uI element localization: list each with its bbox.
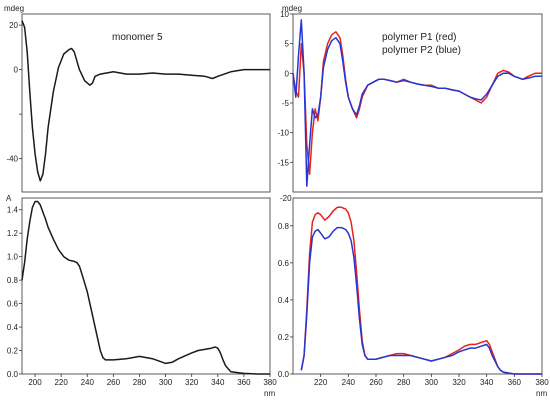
y-tick-label: -10 <box>277 129 289 138</box>
x-tick-label: 340 <box>480 378 494 387</box>
plot-frame <box>21 197 271 375</box>
xlabel-bottom-left: nm <box>264 389 275 398</box>
y-tick-label: 0.4 <box>278 296 290 305</box>
x-tick-label: 360 <box>508 378 522 387</box>
x-tick-label: 380 <box>263 378 277 387</box>
y-tick-label: 0 <box>285 69 290 78</box>
plot-top-left: 20 0 -40 <box>6 13 271 193</box>
y-tick-label: 1.2 <box>7 229 19 238</box>
y-tick-label: 1.0 <box>7 253 19 262</box>
y-tick-label: -40 <box>6 155 18 164</box>
y-tick-label: -5 <box>282 99 290 108</box>
series-line-polymer-p2 <box>292 19 542 187</box>
x-tick-label: 300 <box>159 378 173 387</box>
plot-frame <box>21 13 271 193</box>
y-tick-label: 0.6 <box>7 300 19 309</box>
x-tick-label: 340 <box>211 378 225 387</box>
y-tick-label: 0.0 <box>7 370 19 379</box>
x-tick-label: 300 <box>425 378 439 387</box>
x-tick-label: 360 <box>237 378 251 387</box>
x-tick-label: 380 <box>535 378 549 387</box>
y-tick-label: -15 <box>277 158 289 167</box>
panel-bottom-left: A nm 0.0 0.2 0.4 0.6 0.8 1.0 1.2 1.4 200 220 240 26… <box>6 194 277 398</box>
x-tick-label: 260 <box>107 378 121 387</box>
y-tick-label: 1.4 <box>7 206 19 215</box>
ylabel-top-right: mdeg <box>282 4 302 13</box>
series-line-polymer-p1 <box>300 206 542 375</box>
plot-top-right: 10 5 0 -5 -10 -15 <box>277 10 543 193</box>
x-tick-label: 280 <box>397 378 411 387</box>
series-line-spectrum <box>21 20 270 182</box>
plot-bottom-right: 0.0 0.2 0.4 0.6 0.8 220 240 260 280 300 320 340 360 3… <box>278 197 549 387</box>
annotation-polymer-p1: polymer P1 (red) <box>382 32 456 43</box>
plot-frame <box>292 197 543 375</box>
annotation-monomer: monomer 5 <box>112 32 163 43</box>
x-tick-label: 240 <box>342 378 356 387</box>
series-line-spectrum <box>21 200 270 375</box>
y-tick-label: 0 <box>14 66 19 75</box>
ylabel-top-left: mdeg <box>4 4 24 13</box>
series-line-polymer-p2 <box>300 226 542 375</box>
y-tick-label: 5 <box>285 40 290 49</box>
plot-bottom-left: 0.0 0.2 0.4 0.6 0.8 1.0 1.2 1.4 200 220 240 260 280 3… <box>7 197 277 387</box>
y-tick-label: 0.8 <box>278 222 290 231</box>
panel-top-left: mdeg monomer 5 20 0 -40 <box>4 4 271 193</box>
ylabel-bottom-left: A <box>6 194 12 203</box>
y-tick-label: 0.0 <box>278 370 290 379</box>
y-tick-label: 0.8 <box>7 276 19 285</box>
y-tick-label: 20 <box>9 21 18 30</box>
x-tick-label: 200 <box>28 378 42 387</box>
x-tick-label: 320 <box>452 378 466 387</box>
y-tick-label: 0.4 <box>7 323 19 332</box>
x-tick-label: 280 <box>133 378 147 387</box>
y-tick-label: 0.6 <box>278 259 290 268</box>
panel-top-right: mdeg polymer P1 (red) polymer P2 (blue) … <box>277 4 543 193</box>
x-tick-label: 220 <box>314 378 328 387</box>
y-tick-label: 10 <box>280 10 289 19</box>
ylabel-bottom-right: -20 <box>280 194 292 203</box>
x-tick-label: 320 <box>185 378 199 387</box>
x-tick-label: 260 <box>369 378 383 387</box>
panel-bottom-right: -20 nm 0.0 0.2 0.4 0.6 0.8 220 240 260 280 300 320… <box>278 194 549 398</box>
y-tick-label: 0.2 <box>278 333 290 342</box>
annotation-polymer-p2: polymer P2 (blue) <box>382 45 461 56</box>
x-tick-label: 240 <box>81 378 95 387</box>
x-tick-label: 220 <box>54 378 68 387</box>
xlabel-bottom-right: nm <box>536 389 547 398</box>
y-tick-label: 0.2 <box>7 347 19 356</box>
